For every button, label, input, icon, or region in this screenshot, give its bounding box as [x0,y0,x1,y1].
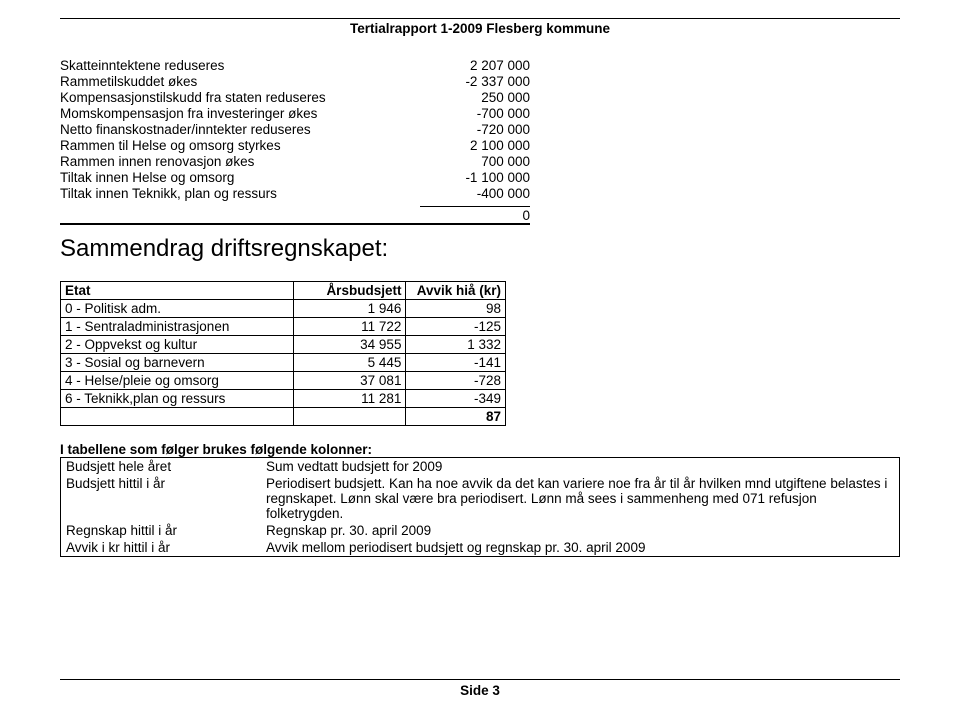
desc-key: Budsjett hittil i år [61,475,262,522]
adjustment-value: -2 337 000 [420,74,530,90]
etat-row: 3 - Sosial og barnevern5 445-141 [61,354,506,372]
adjustment-label: Skatteinntektene reduseres [60,58,420,74]
desc-row: Regnskap hittil i årRegnskap pr. 30. apr… [61,522,900,539]
adjustment-row: Tiltak innen Helse og omsorg-1 100 000 [60,170,530,186]
adjustment-row: Skatteinntektene reduseres2 207 000 [60,58,530,74]
adjustment-value: -400 000 [420,186,530,202]
adjustment-value: -700 000 [420,106,530,122]
adjustments-sum: 0 [60,207,530,225]
etat-header-name: Etat [61,282,294,300]
etat-row: 1 - Sentraladministrasjonen11 722-125 [61,318,506,336]
etat-total-blank2 [294,408,406,426]
adjustment-row: Netto finanskostnader/inntekter redusere… [60,122,530,138]
footer-page: Side 3 [0,683,960,698]
etat-budget: 37 081 [294,372,406,390]
desc-value: Periodisert budsjett. Kan ha noe avvik d… [261,475,900,522]
etat-budget: 5 445 [294,354,406,372]
etat-row: 4 - Helse/pleie og omsorg37 081-728 [61,372,506,390]
etat-budget: 11 722 [294,318,406,336]
etat-budget: 1 946 [294,300,406,318]
etat-name: 4 - Helse/pleie og omsorg [61,372,294,390]
header-rule [60,18,900,19]
etat-avvik: 98 [406,300,506,318]
adjustment-value: 700 000 [420,154,530,170]
adjustment-label: Rammen til Helse og omsorg styrkes [60,138,420,154]
desc-key: Avvik i kr hittil i år [61,539,262,557]
desc-table: Budsjett hele åretSum vedtatt budsjett f… [60,457,900,557]
etat-name: 1 - Sentraladministrasjonen [61,318,294,336]
adjustment-row: Rammen til Helse og omsorg styrkes2 100 … [60,138,530,154]
adjustment-value: 2 100 000 [420,138,530,154]
etat-table: Etat Årsbudsjett Avvik hiå (kr) 0 - Poli… [60,281,506,426]
adjustment-label: Kompensasjonstilskudd fra staten reduser… [60,90,420,106]
etat-header-avvik: Avvik hiå (kr) [406,282,506,300]
adjustment-value: -1 100 000 [420,170,530,186]
adjustment-row: Momskompensasjon fra investeringer økes-… [60,106,530,122]
etat-name: 6 - Teknikk,plan og ressurs [61,390,294,408]
etat-total-row: 87 [61,408,506,426]
adjustment-label: Momskompensasjon fra investeringer økes [60,106,420,122]
adjustment-value: 2 207 000 [420,58,530,74]
adjustment-row: Rammetilskuddet økes-2 337 000 [60,74,530,90]
adjustment-value: -720 000 [420,122,530,138]
desc-row: Avvik i kr hittil i årAvvik mellom perio… [61,539,900,557]
etat-name: 2 - Oppvekst og kultur [61,336,294,354]
header-title: Tertialrapport 1-2009 Flesberg kommune [60,21,900,36]
adjustment-row: Kompensasjonstilskudd fra staten reduser… [60,90,530,106]
etat-name: 0 - Politisk adm. [61,300,294,318]
adjustment-label: Rammetilskuddet økes [60,74,420,90]
adjustment-row: Tiltak innen Teknikk, plan og ressurs-40… [60,186,530,202]
section-heading: Sammendrag driftsregnskapet: [60,235,900,263]
etat-total-blank1 [61,408,294,426]
adjustment-label: Tiltak innen Helse og omsorg [60,170,420,186]
adjustment-label: Tiltak innen Teknikk, plan og ressurs [60,186,420,202]
etat-total-avvik: 87 [406,408,506,426]
etat-budget: 34 955 [294,336,406,354]
etat-name: 3 - Sosial og barnevern [61,354,294,372]
desc-key: Budsjett hele året [61,458,262,476]
etat-avvik: 1 332 [406,336,506,354]
desc-value: Sum vedtatt budsjett for 2009 [261,458,900,476]
etat-avvik: -125 [406,318,506,336]
etat-header-budget: Årsbudsjett [294,282,406,300]
etat-avvik: -349 [406,390,506,408]
etat-row: 6 - Teknikk,plan og ressurs11 281-349 [61,390,506,408]
adjustment-value: 250 000 [420,90,530,106]
etat-row: 2 - Oppvekst og kultur34 9551 332 [61,336,506,354]
etat-avvik: -728 [406,372,506,390]
desc-row: Budsjett hele åretSum vedtatt budsjett f… [61,458,900,476]
desc-row: Budsjett hittil i årPeriodisert budsjett… [61,475,900,522]
adjustment-label: Rammen innen renovasjon økes [60,154,420,170]
footer-rule [60,679,900,680]
adjustment-row: Rammen innen renovasjon økes700 000 [60,154,530,170]
desc-key: Regnskap hittil i år [61,522,262,539]
etat-row: 0 - Politisk adm.1 94698 [61,300,506,318]
etat-budget: 11 281 [294,390,406,408]
etat-avvik: -141 [406,354,506,372]
adjustment-label: Netto finanskostnader/inntekter redusere… [60,122,420,138]
desc-value: Regnskap pr. 30. april 2009 [261,522,900,539]
desc-value: Avvik mellom periodisert budsjett og reg… [261,539,900,557]
desc-intro: I tabellene som følger brukes følgende k… [60,442,900,457]
adjustments-table: Skatteinntektene reduseres2 207 000Ramme… [60,58,530,202]
